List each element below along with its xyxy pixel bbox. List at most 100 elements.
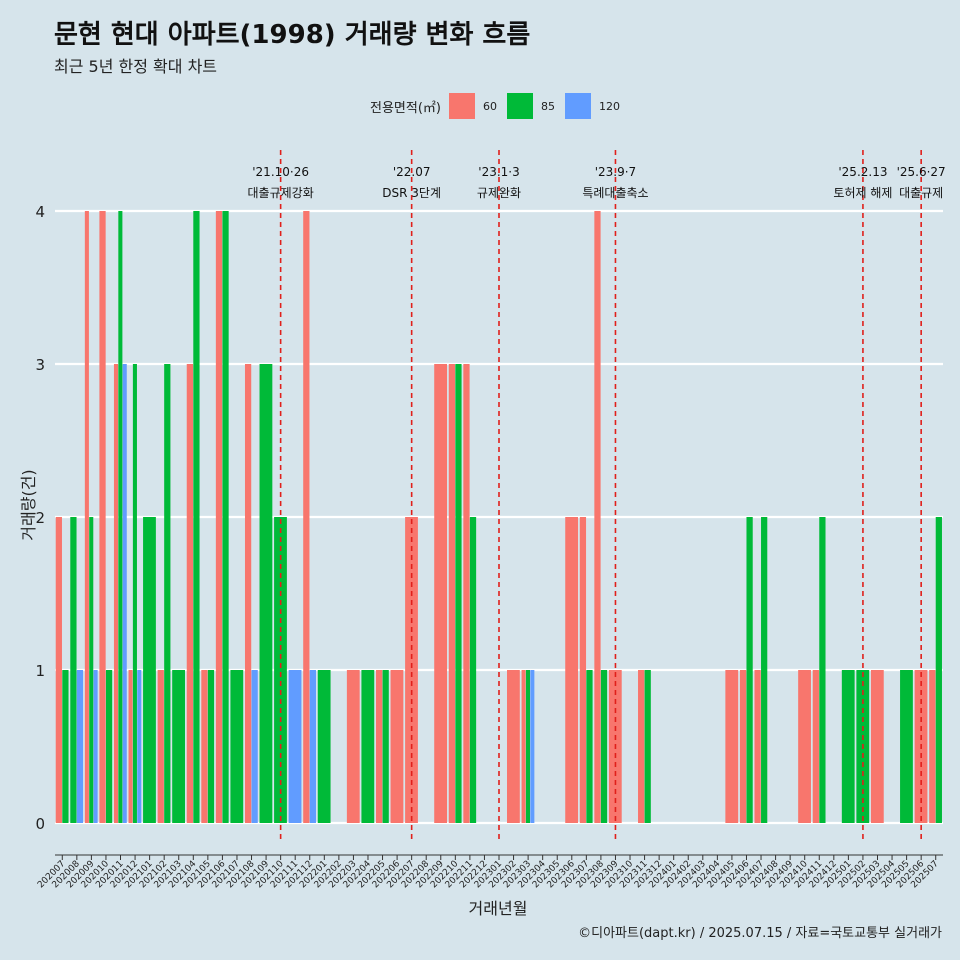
bar: [746, 517, 753, 823]
legend-label-120: 120: [598, 99, 620, 113]
legend: 전용면적(㎡) 60 85 120: [370, 93, 630, 119]
bar: [463, 364, 470, 823]
event-date-label: '21.10·26: [252, 165, 309, 179]
bar: [739, 670, 747, 823]
y-tick-label: 0: [35, 815, 45, 833]
legend-swatch-85: [506, 93, 533, 119]
bar: [164, 364, 171, 823]
bar: [579, 517, 587, 823]
legend-item-85: 85: [506, 93, 555, 119]
x-axis-title: 거래년월: [469, 899, 528, 918]
bar: [448, 364, 456, 823]
bar: [70, 517, 77, 823]
bar: [274, 517, 287, 823]
bar: [76, 670, 84, 823]
event-date-label: '25.6·27: [897, 165, 946, 179]
bar: [525, 670, 530, 823]
bar: [62, 670, 69, 823]
bar: [507, 670, 520, 823]
bar: [122, 364, 127, 823]
legend-swatch-60: [448, 93, 475, 119]
bar: [644, 670, 651, 823]
bar: [586, 670, 593, 823]
bar: [317, 670, 331, 823]
bar: [812, 670, 819, 823]
y-axis-title: 거래량(건): [19, 469, 38, 540]
bar: [390, 670, 404, 823]
bar: [84, 211, 89, 823]
legend-item-120: 120: [564, 93, 620, 119]
bar: [143, 517, 156, 823]
legend-swatch-120: [564, 93, 591, 119]
bar: [105, 670, 113, 823]
event-date-label: '23.1·3: [478, 165, 519, 179]
source-caption: ©디아파트(dapt.kr) / 2025.07.15 / 자료=국토교통부 실…: [578, 926, 942, 941]
bar: [132, 364, 137, 823]
bar: [455, 364, 462, 823]
y-tick-label: 3: [35, 356, 45, 374]
legend-item-60: 60: [448, 93, 497, 119]
bar: [798, 670, 811, 823]
event-date-label: '25.2.13: [838, 165, 887, 179]
bar: [469, 517, 477, 823]
bar: [870, 670, 884, 823]
legend-label-60: 60: [482, 99, 497, 113]
bar: [841, 670, 855, 823]
bar: [157, 670, 164, 823]
bar: [361, 670, 375, 823]
bar: [201, 670, 208, 823]
bar: [230, 670, 244, 823]
y-tick-label: 1: [35, 662, 45, 680]
bar: [929, 670, 936, 823]
event-name-label: 대출규제강화: [248, 186, 314, 200]
event-name-label: 규제완화: [477, 186, 521, 200]
bar: [725, 670, 739, 823]
bar: [93, 670, 98, 823]
bar: [113, 364, 119, 823]
event-date-label: '23.9·7: [595, 165, 636, 179]
bar: [193, 211, 200, 823]
event-name-label: 대출규제: [899, 186, 943, 200]
bar: [222, 211, 229, 823]
bar: [594, 211, 601, 823]
bar: [288, 670, 302, 823]
bar: [935, 517, 942, 823]
event-name-label: 토허제 해제: [833, 186, 892, 200]
event-name-label: DSR 3단계: [382, 186, 441, 200]
bar: [303, 211, 310, 823]
bar: [309, 670, 317, 823]
bar: [530, 670, 535, 823]
event-name-label: 특례대출축소: [582, 186, 648, 200]
bar: [434, 364, 448, 823]
chart-title: 문현 현대 아파트(1998) 거래량 변화 흐름: [54, 20, 531, 50]
bar: [565, 517, 579, 823]
bar: [207, 670, 215, 823]
bar: [118, 211, 123, 823]
bar: [819, 517, 826, 823]
bar: [375, 670, 383, 823]
y-tick-label: 2: [35, 509, 45, 527]
legend-title: 전용면적(㎡): [370, 100, 441, 116]
bar: [251, 670, 258, 823]
bar: [137, 670, 142, 823]
bar: [761, 517, 768, 823]
bar: [259, 364, 273, 823]
bar: [244, 364, 252, 823]
bar: [638, 670, 645, 823]
event-date-label: '22.07: [393, 165, 431, 179]
chart-subtitle: 최근 5년 한정 확대 차트: [54, 57, 218, 76]
bar: [900, 670, 913, 823]
bar: [89, 517, 94, 823]
bar: [186, 364, 193, 823]
bar: [600, 670, 608, 823]
bar: [215, 211, 223, 823]
bar: [128, 670, 133, 823]
bar: [172, 670, 185, 823]
bar: [55, 517, 62, 823]
bar: [521, 670, 526, 823]
bar: [382, 670, 389, 823]
bar: [99, 211, 106, 823]
y-tick-label: 4: [35, 203, 45, 221]
